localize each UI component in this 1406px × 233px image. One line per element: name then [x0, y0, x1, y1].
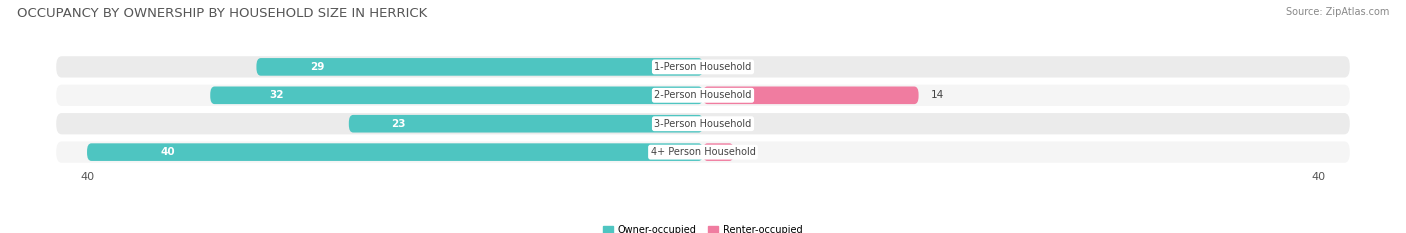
Text: 0: 0: [716, 62, 721, 72]
Text: 23: 23: [391, 119, 406, 129]
Text: 2: 2: [747, 147, 752, 157]
Text: 32: 32: [270, 90, 284, 100]
Legend: Owner-occupied, Renter-occupied: Owner-occupied, Renter-occupied: [603, 225, 803, 233]
Text: 14: 14: [931, 90, 945, 100]
FancyBboxPatch shape: [56, 85, 1350, 106]
Text: 0: 0: [716, 119, 721, 129]
FancyBboxPatch shape: [703, 143, 734, 161]
Text: 2-Person Household: 2-Person Household: [654, 90, 752, 100]
FancyBboxPatch shape: [87, 143, 703, 161]
FancyBboxPatch shape: [56, 56, 1350, 78]
Text: OCCUPANCY BY OWNERSHIP BY HOUSEHOLD SIZE IN HERRICK: OCCUPANCY BY OWNERSHIP BY HOUSEHOLD SIZE…: [17, 7, 427, 20]
Text: 29: 29: [309, 62, 325, 72]
FancyBboxPatch shape: [56, 113, 1350, 134]
Text: 1-Person Household: 1-Person Household: [654, 62, 752, 72]
Text: 40: 40: [160, 147, 176, 157]
FancyBboxPatch shape: [56, 141, 1350, 163]
Text: Source: ZipAtlas.com: Source: ZipAtlas.com: [1285, 7, 1389, 17]
FancyBboxPatch shape: [256, 58, 703, 76]
Text: 3-Person Household: 3-Person Household: [654, 119, 752, 129]
FancyBboxPatch shape: [349, 115, 703, 133]
Text: 4+ Person Household: 4+ Person Household: [651, 147, 755, 157]
FancyBboxPatch shape: [211, 86, 703, 104]
FancyBboxPatch shape: [703, 86, 918, 104]
